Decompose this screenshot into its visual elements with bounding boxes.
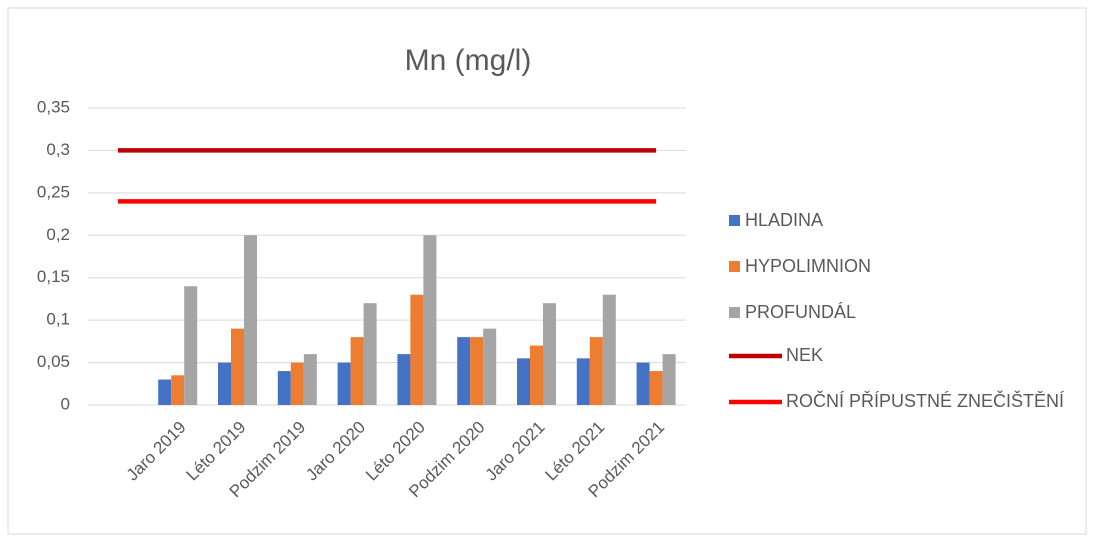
bar [517, 358, 530, 405]
chart-frame [7, 7, 1087, 535]
legend-swatch [729, 307, 740, 318]
bar [397, 354, 411, 405]
bar [350, 337, 364, 405]
bar [457, 337, 471, 405]
bar [244, 235, 257, 405]
legend-label: HLADINA [745, 210, 823, 230]
legend-swatch [729, 215, 740, 226]
bar [423, 235, 437, 405]
bar [636, 362, 650, 405]
y-tick-label: 0,1 [46, 310, 70, 329]
legend-label: PROFUNDÁL [745, 302, 856, 322]
bar [589, 337, 603, 405]
bar [470, 337, 484, 405]
y-tick-label: 0 [61, 394, 70, 413]
legend-label: HYPOLIMNION [745, 256, 871, 276]
bar [662, 354, 676, 405]
bar [277, 371, 291, 405]
bar [303, 354, 317, 405]
bar [530, 345, 543, 405]
bar [337, 362, 351, 405]
bar [543, 303, 556, 405]
chart-title: Mn (mg/l) [405, 44, 532, 77]
y-tick-label: 0,2 [46, 225, 70, 244]
legend-swatch [729, 261, 740, 272]
y-tick-label: 0,25 [37, 182, 70, 201]
y-tick-label: 0,35 [37, 97, 70, 116]
bar [363, 303, 377, 405]
y-tick-label: 0,3 [46, 140, 70, 159]
bar [218, 362, 231, 405]
bar [649, 371, 663, 405]
bar [602, 294, 616, 405]
bar [290, 362, 304, 405]
legend-label: ROČNÍ PŘÍPUSTNÉ ZNEČIŠTĚNÍ [786, 390, 1064, 411]
bar [576, 358, 590, 405]
bar [171, 375, 185, 405]
bar [231, 328, 244, 405]
y-tick-label: 0,15 [37, 267, 70, 286]
legend-label: NEK [786, 345, 823, 365]
bar [483, 328, 497, 405]
bar [158, 379, 172, 405]
bar [410, 294, 424, 405]
bar [184, 286, 198, 405]
y-tick-label: 0,05 [37, 352, 70, 371]
